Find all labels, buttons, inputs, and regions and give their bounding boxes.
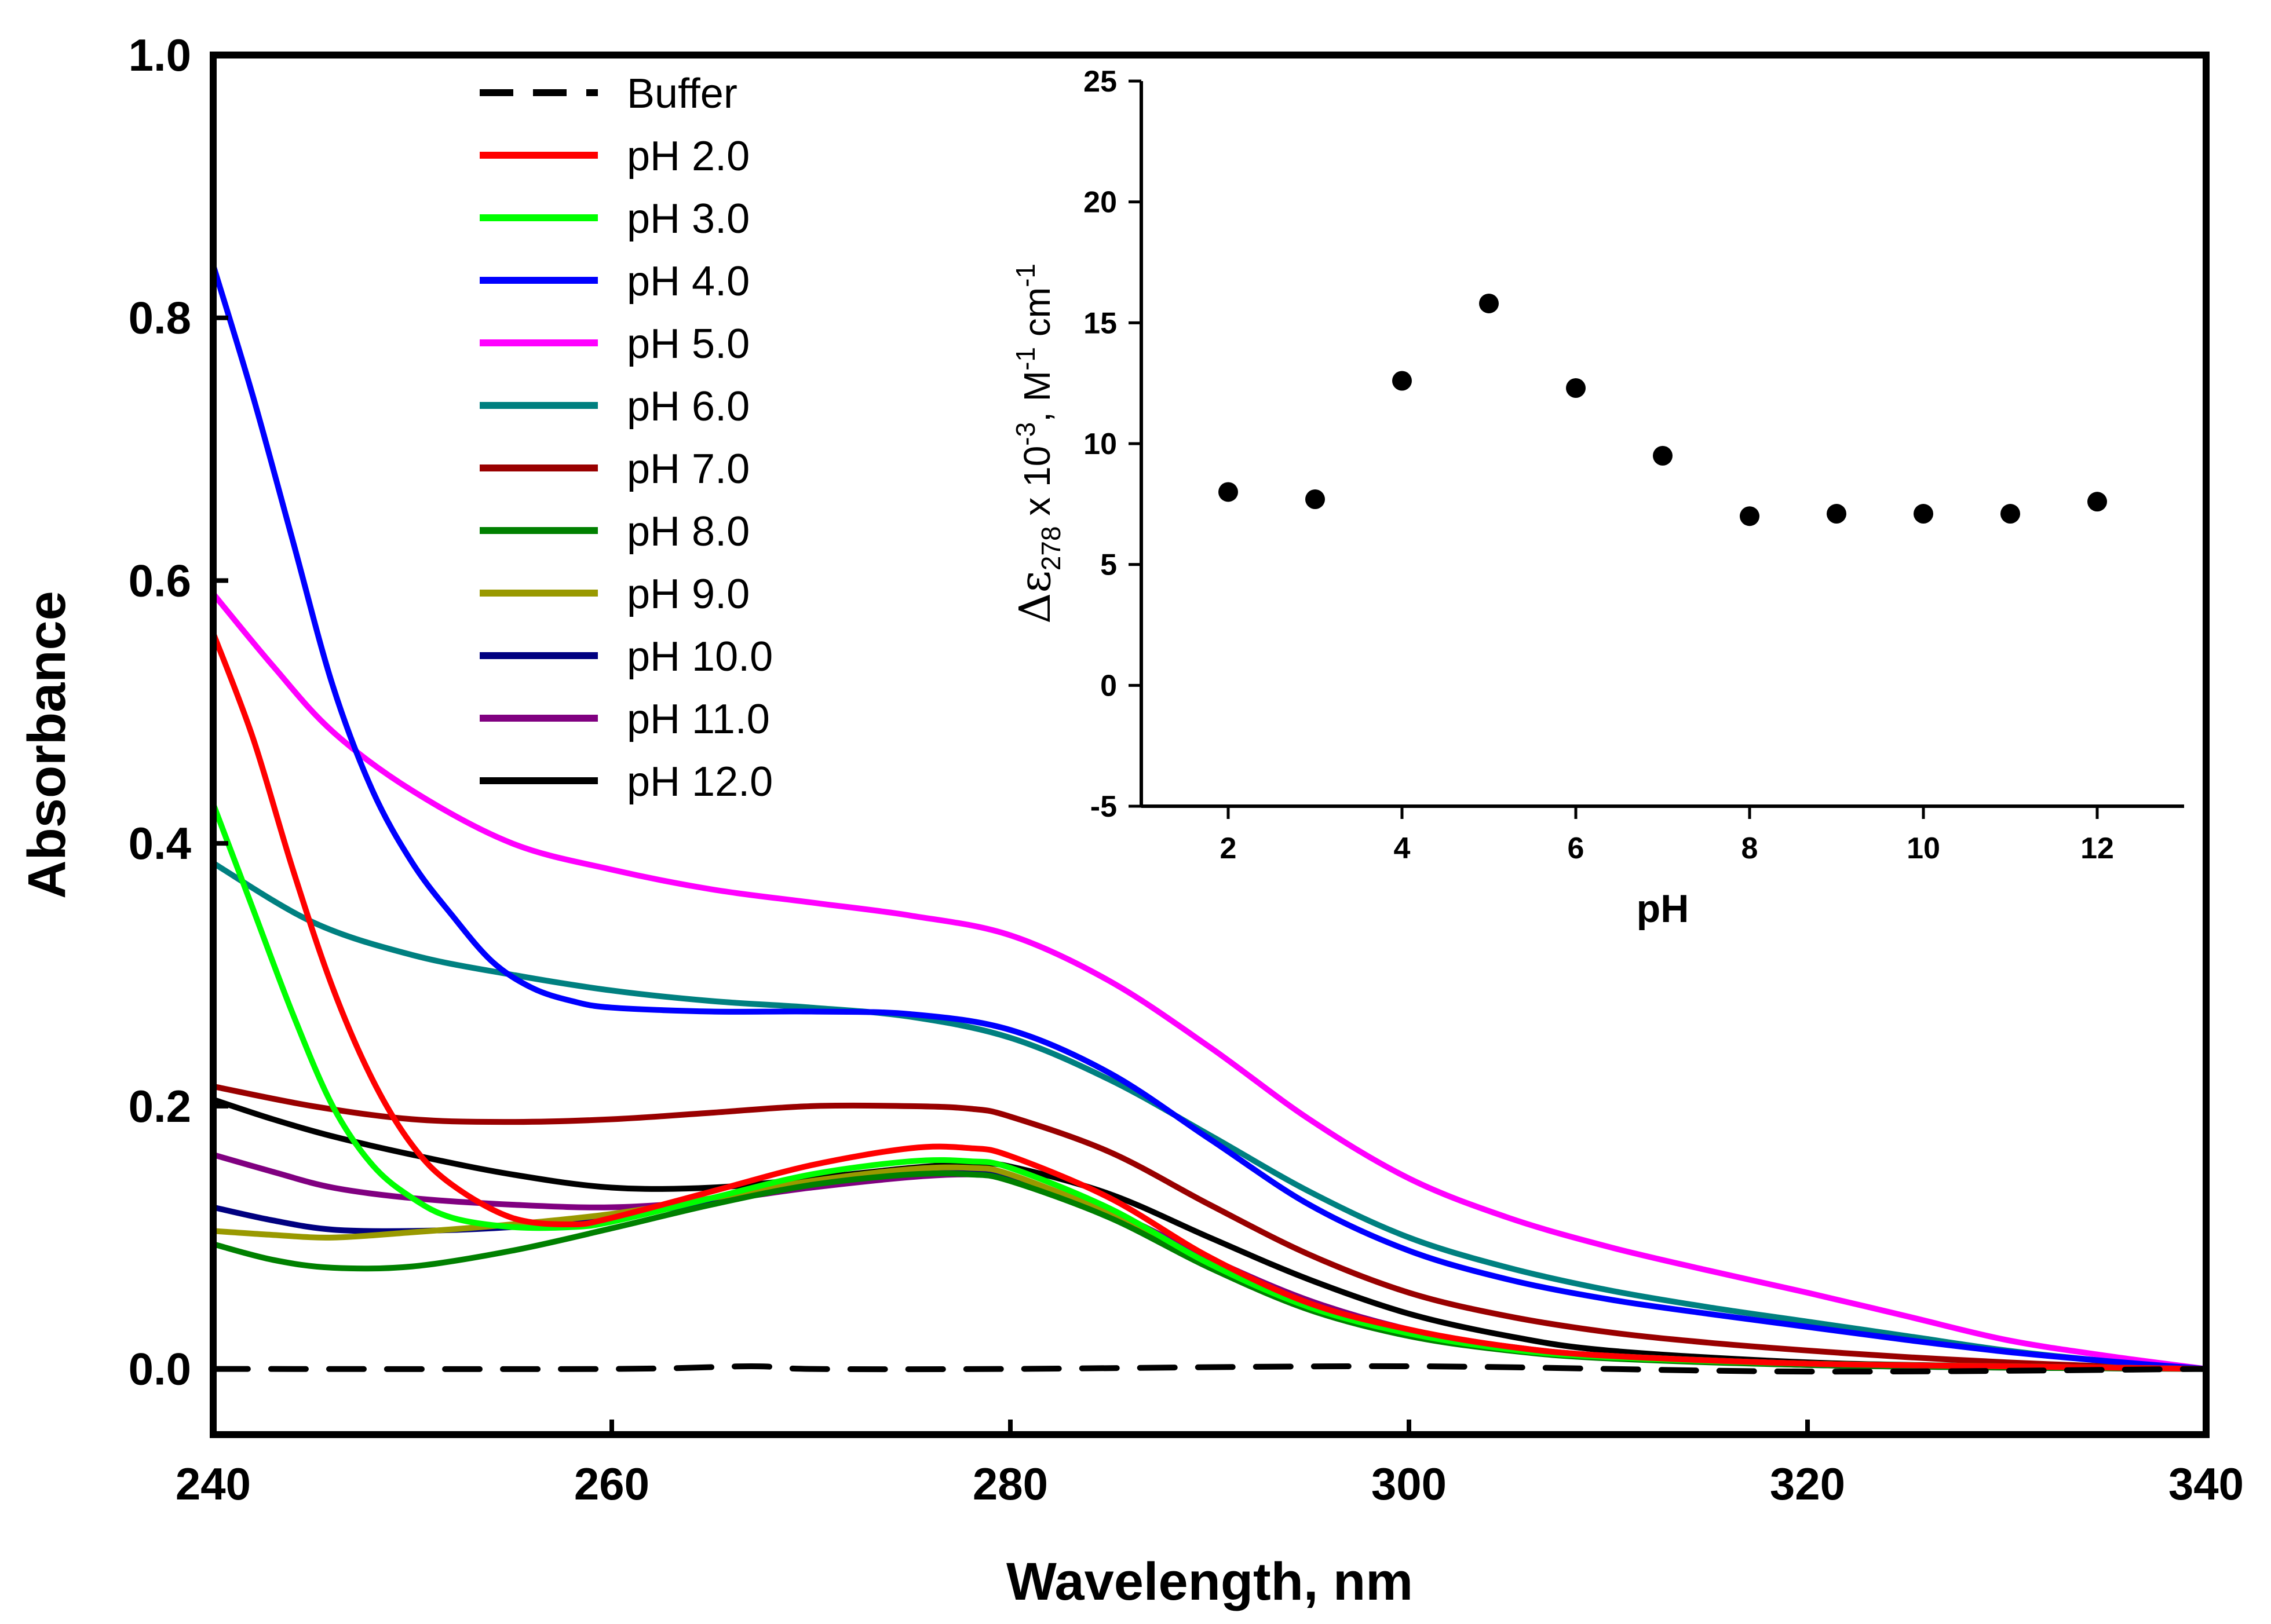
main-plot-series xyxy=(210,262,2209,1375)
inset-y-axis-title: Δε278 x 10-3, M-1 cm-1 xyxy=(1010,264,1066,624)
inset-x-ticks: 2 4 6 8 10 12 xyxy=(1220,806,2114,865)
inset-y-tick-label: 25 xyxy=(1083,65,1117,98)
inset-y-sub: 278 xyxy=(1036,526,1066,570)
inset-points xyxy=(1218,293,2107,526)
legend-label-ph-8-0: pH 8.0 xyxy=(627,509,750,555)
legend-label-ph-12-0: pH 12.0 xyxy=(627,759,773,805)
legend-label-ph-7-0: pH 7.0 xyxy=(627,446,750,492)
inset-x-tick-label: 4 xyxy=(1394,832,1411,865)
inset-point xyxy=(1305,489,1325,509)
series-line-ph-4-0 xyxy=(210,262,2209,1372)
inset-point xyxy=(1479,293,1499,313)
inset-y-tick-label: 10 xyxy=(1083,427,1117,461)
inset-point xyxy=(1827,504,1846,524)
series-line-ph-3-0 xyxy=(210,801,2209,1372)
inset-point xyxy=(1740,506,1759,526)
inset-y-tick-label: 0 xyxy=(1100,669,1117,703)
legend-label-ph-9-0: pH 9.0 xyxy=(627,571,750,617)
inset-y-sup2: -1 xyxy=(1010,347,1040,371)
inset-x-tick-label: 8 xyxy=(1741,832,1758,865)
main-x-tick-label: 260 xyxy=(574,1458,649,1509)
main-x-tick-label: 340 xyxy=(2168,1458,2244,1509)
inset-x-tick-label: 6 xyxy=(1568,832,1584,865)
inset-point xyxy=(1914,504,1933,524)
main-x-tick-label: 320 xyxy=(1770,1458,1845,1509)
main-x-ticks: 240 260 280 300 320 340 xyxy=(176,1420,2244,1509)
inset-point xyxy=(1653,445,1673,466)
inset-y-delta: Δε xyxy=(1010,570,1060,624)
inset-x-tick-label: 10 xyxy=(1907,832,1940,865)
inset-point xyxy=(1566,378,1586,398)
legend-label-ph-11-0: pH 11.0 xyxy=(627,696,770,742)
main-y-tick-label: 0.6 xyxy=(129,555,191,606)
main-x-tick-label: 240 xyxy=(176,1458,251,1509)
inset-point xyxy=(1218,482,1238,502)
main-y-tick-label: 0.8 xyxy=(129,292,191,343)
series-line-buffer xyxy=(210,1363,2209,1375)
legend-label-ph-4-0: pH 4.0 xyxy=(627,258,750,305)
inset-chart: 2 4 6 8 10 12 -5 0 5 10 15 20 25 pH Δε278 x 10-3, M… xyxy=(1010,65,2184,931)
inset-y-tail: cm xyxy=(1016,287,1058,347)
series-line-ph-7-0 xyxy=(210,1083,2209,1372)
inset-y-sup1: -3 xyxy=(1010,422,1040,446)
inset-point xyxy=(2087,492,2107,512)
legend: Buffer pH 2.0 pH 3.0 pH 4.0 pH 5.0 pH 6.0 pH 7… xyxy=(480,71,773,805)
inset-y-mid: x 10 xyxy=(1016,446,1058,526)
inset-x-tick-label: 12 xyxy=(2080,832,2114,865)
main-y-tick-label: 0.0 xyxy=(129,1344,191,1395)
main-x-tick-label: 300 xyxy=(1371,1458,1447,1509)
main-y-tick-label: 0.4 xyxy=(129,818,191,869)
legend-label-ph-2-0: pH 2.0 xyxy=(627,133,750,180)
main-y-tick-label: 1.0 xyxy=(129,30,191,81)
inset-y-ticks: -5 0 5 10 15 20 25 xyxy=(1083,65,1141,824)
legend-label-ph-3-0: pH 3.0 xyxy=(627,196,750,242)
legend-label-buffer: Buffer xyxy=(627,71,737,117)
inset-y-sup3: -1 xyxy=(1010,264,1040,287)
main-x-tick-label: 280 xyxy=(973,1458,1048,1509)
series-line-ph-5-0 xyxy=(210,591,2209,1372)
series-line-ph-2-0 xyxy=(210,630,2209,1372)
main-y-ticks: 0.0 0.2 0.4 0.6 0.8 1.0 xyxy=(129,30,228,1395)
legend-label-ph-6-0: pH 6.0 xyxy=(627,383,750,430)
inset-y-mid2: , M xyxy=(1016,371,1058,422)
inset-point xyxy=(2000,504,2020,524)
main-plot-frame xyxy=(210,52,2210,1438)
inset-y-tick-label: 5 xyxy=(1100,548,1117,582)
legend-label-ph-10-0: pH 10.0 xyxy=(627,634,773,680)
legend-label-ph-5-0: pH 5.0 xyxy=(627,321,750,367)
inset-x-tick-label: 2 xyxy=(1220,832,1237,865)
inset-point xyxy=(1392,371,1412,391)
inset-y-tick-label: 15 xyxy=(1083,306,1117,340)
main-y-axis-title: Absorbance xyxy=(17,591,76,899)
inset-y-tick-label: -5 xyxy=(1090,790,1117,824)
main-x-axis-title: Wavelength, nm xyxy=(1006,1552,1413,1611)
series-line-ph-6-0 xyxy=(210,860,2209,1372)
inset-y-tick-label: 20 xyxy=(1083,186,1117,220)
inset-x-axis-title: pH xyxy=(1637,887,1689,931)
main-chart: 240 260 280 300 320 340 0.00.20.40.60.81.0 Wa… xyxy=(17,30,2244,1611)
main-y-tick-label: 0.2 xyxy=(129,1081,191,1132)
